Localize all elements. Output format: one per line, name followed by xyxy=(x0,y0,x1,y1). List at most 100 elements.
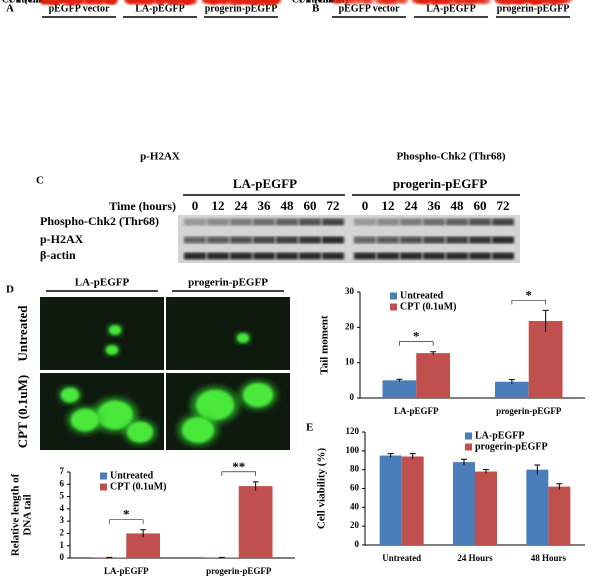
bar xyxy=(526,469,549,545)
legend-label: CPT (0.1uM) xyxy=(110,481,166,492)
legend-label: CPT (0.1uM) xyxy=(400,301,456,312)
label: 12 xyxy=(212,198,225,213)
row-label: CPT (0.1uM) xyxy=(2,0,58,5)
band xyxy=(207,236,229,244)
comet-head xyxy=(243,383,273,407)
y-tick-label: 4 xyxy=(60,503,65,513)
blot xyxy=(178,215,520,263)
y-tick-label: 0 xyxy=(60,552,65,562)
label: LA-pEGFP xyxy=(135,3,184,14)
cell xyxy=(536,0,548,3)
cell xyxy=(470,0,480,5)
bar xyxy=(453,462,475,545)
label: A xyxy=(6,3,14,15)
band xyxy=(299,236,321,244)
cell xyxy=(365,0,373,4)
band xyxy=(423,218,445,226)
label: LA-pEGFP xyxy=(233,176,297,191)
y-tick-label: 20 xyxy=(345,321,355,331)
band xyxy=(253,218,275,226)
bar xyxy=(416,353,450,398)
legend-swatch xyxy=(100,483,107,491)
cell xyxy=(415,0,424,3)
label: 60 xyxy=(474,198,487,213)
cell xyxy=(87,0,94,4)
bar xyxy=(495,381,529,398)
comet-head xyxy=(182,417,214,443)
error-bar xyxy=(483,469,489,474)
cell xyxy=(454,0,464,4)
legend-swatch xyxy=(465,443,472,451)
x-tick-label: LA-pEGFP xyxy=(104,566,149,576)
band xyxy=(322,252,344,260)
band xyxy=(400,218,422,226)
cell xyxy=(68,0,79,5)
band xyxy=(469,218,491,226)
label: 72 xyxy=(327,198,340,213)
legend-label: LA-pEGFP xyxy=(475,430,524,441)
cell xyxy=(157,0,164,4)
band xyxy=(354,252,376,260)
band xyxy=(253,252,275,260)
legend-label: progerin-pEGFP xyxy=(475,441,548,452)
band xyxy=(492,218,514,226)
error-bar xyxy=(409,453,416,460)
legend-label: Untreated xyxy=(400,290,444,301)
label: progerin-pEGFP xyxy=(188,277,268,289)
cell xyxy=(500,0,511,4)
cell xyxy=(240,0,248,4)
x-tick-label: progerin-pEGFP xyxy=(206,566,272,576)
band xyxy=(446,218,468,226)
y-tick-label: 30 xyxy=(345,286,355,296)
band xyxy=(377,252,399,260)
cell xyxy=(50,0,58,5)
band xyxy=(230,218,252,226)
legend-label: Untreated xyxy=(110,470,154,481)
band xyxy=(253,236,275,244)
label: E xyxy=(306,422,313,434)
cells xyxy=(331,0,409,5)
bar xyxy=(382,380,417,398)
band xyxy=(423,252,445,260)
y-tick-label: 40 xyxy=(350,501,360,511)
cell xyxy=(337,0,349,4)
bar xyxy=(401,456,424,545)
error-bar xyxy=(556,483,563,490)
y-axis-label: DNA tail xyxy=(22,494,34,535)
y-tick-label: 0 xyxy=(350,392,355,402)
band xyxy=(230,236,252,244)
cell xyxy=(256,0,267,4)
label: progerin-pEGFP xyxy=(205,3,278,14)
label: 24 xyxy=(235,198,249,213)
cell xyxy=(479,0,491,5)
y-tick-label: 6 xyxy=(60,478,65,488)
legend-swatch xyxy=(390,303,397,311)
y-tick-label: 100 xyxy=(346,445,360,455)
label: p-H2AX xyxy=(140,151,180,163)
band xyxy=(446,236,468,244)
cell xyxy=(382,0,394,5)
band xyxy=(230,252,252,260)
label: 48 xyxy=(451,198,465,213)
band xyxy=(354,218,376,226)
y-tick-label: 3 xyxy=(60,515,65,525)
cell xyxy=(546,0,557,4)
cell xyxy=(424,0,432,3)
label: 72 xyxy=(497,198,510,213)
comet-head xyxy=(97,400,133,430)
band xyxy=(377,218,399,226)
y-tick-label: 2 xyxy=(60,527,65,537)
band xyxy=(184,236,206,244)
band xyxy=(299,252,321,260)
row-label: CPT (0.1uM) xyxy=(292,0,348,5)
label: 0 xyxy=(362,198,369,213)
cell xyxy=(357,0,366,4)
cell xyxy=(434,0,447,4)
band xyxy=(276,252,298,260)
y-tick-label: 0 xyxy=(355,539,360,549)
cell xyxy=(517,0,525,4)
label: LA-pEGFP xyxy=(75,277,130,289)
cell xyxy=(126,0,134,4)
comet-head xyxy=(106,345,118,355)
label: Phospho-Chk2 (Thr68) xyxy=(40,214,159,228)
